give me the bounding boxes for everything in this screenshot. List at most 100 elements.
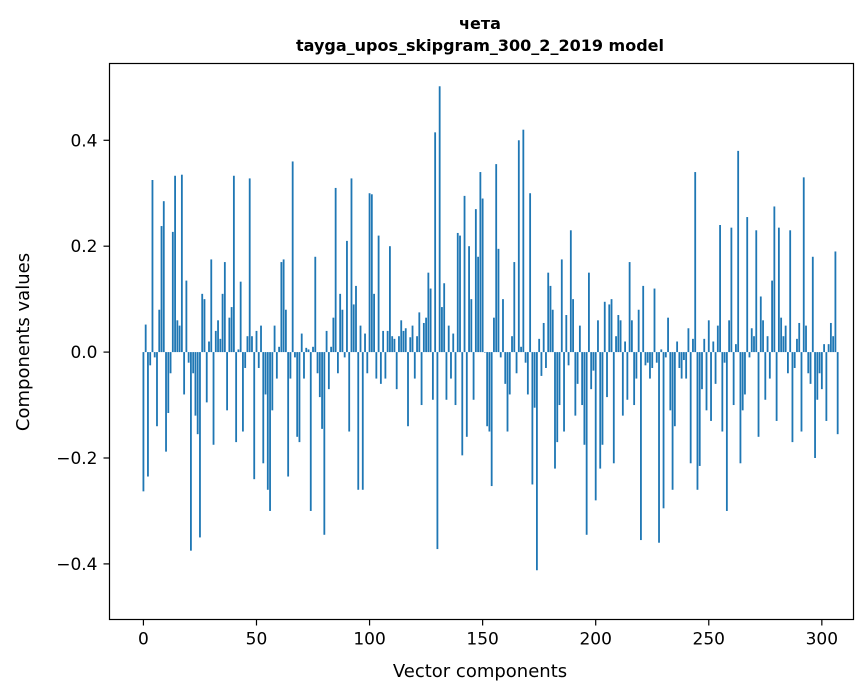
bar-274 <box>762 320 764 353</box>
bar-162 <box>508 352 511 395</box>
bar-236 <box>676 341 679 353</box>
bar-179 <box>547 272 550 353</box>
bar-83 <box>330 346 333 353</box>
bar-87 <box>339 293 342 353</box>
bar-118 <box>409 337 412 353</box>
bar-237 <box>678 352 681 368</box>
bar-290 <box>798 322 801 353</box>
bar-131 <box>438 86 441 353</box>
bar-210 <box>617 315 620 353</box>
bar-245 <box>696 352 699 490</box>
bar-203 <box>601 352 604 445</box>
bar-260 <box>730 227 733 353</box>
bar-284 <box>784 325 787 353</box>
bar-220 <box>640 352 642 541</box>
bar-16 <box>178 325 181 353</box>
bar-79 <box>321 352 323 429</box>
bar-105 <box>379 352 382 384</box>
bar-93 <box>352 304 355 353</box>
bar-101 <box>370 194 373 353</box>
bar-244 <box>694 172 697 353</box>
x-tick-label: 250 <box>693 630 725 650</box>
bar-17 <box>180 174 183 353</box>
bar-193 <box>578 325 581 353</box>
bar-125 <box>425 317 427 353</box>
bar-173 <box>533 352 536 408</box>
bar-104 <box>377 235 380 353</box>
bar-209 <box>615 336 617 353</box>
bar-293 <box>805 325 807 353</box>
bar-225 <box>651 352 654 368</box>
bar-56 <box>269 352 271 511</box>
x-tick-label: 0 <box>138 630 149 650</box>
bar-296 <box>811 256 814 353</box>
bar-44 <box>242 352 244 432</box>
bar-97 <box>361 352 364 490</box>
bar-292 <box>802 177 805 353</box>
bar-300 <box>820 352 823 390</box>
bar-82 <box>327 352 330 390</box>
bar-215 <box>628 262 631 353</box>
bar-94 <box>355 285 357 353</box>
bar-187 <box>565 315 568 353</box>
bar-186 <box>563 352 565 432</box>
bar-100 <box>368 193 371 353</box>
bar-61 <box>280 262 283 353</box>
bar-128 <box>431 352 434 400</box>
bar-92 <box>350 178 353 353</box>
bar-288 <box>793 352 796 368</box>
bar-204 <box>603 301 606 353</box>
bar-175 <box>538 338 541 353</box>
y-tick-label: 0.0 <box>70 343 97 363</box>
bar-70 <box>300 333 303 353</box>
bar-41 <box>235 352 238 443</box>
bar-176 <box>540 352 543 376</box>
bar-197 <box>588 272 590 353</box>
bar-269 <box>750 328 753 353</box>
bar-74 <box>309 352 312 511</box>
bar-281 <box>777 227 780 353</box>
bar-60 <box>278 346 281 353</box>
bar-9 <box>162 201 165 353</box>
bar-213 <box>624 341 626 353</box>
bar-185 <box>560 259 563 353</box>
bar-230 <box>662 352 665 509</box>
bar-174 <box>536 352 538 571</box>
bar-20 <box>187 352 190 363</box>
y-axis-ticks: −0.4 −0.2 0.0 0.2 0.4 <box>56 131 110 575</box>
bar-268 <box>748 352 751 358</box>
bar-302 <box>825 352 828 421</box>
bar-30 <box>210 259 213 353</box>
bar-45 <box>244 352 247 368</box>
bar-127 <box>429 288 432 353</box>
bar-276 <box>766 336 769 353</box>
bar-49 <box>253 352 256 480</box>
bar-254 <box>716 325 719 353</box>
bar-251 <box>710 352 712 421</box>
bar-297 <box>814 352 816 458</box>
bar-267 <box>746 217 749 353</box>
bar-54 <box>264 352 267 395</box>
bar-275 <box>764 352 767 400</box>
bar-31 <box>212 352 215 445</box>
bar-264 <box>739 352 742 464</box>
bar-152 <box>486 352 489 427</box>
bar-133 <box>443 283 446 353</box>
bar-231 <box>664 352 667 358</box>
bar-240 <box>685 352 688 379</box>
bar-151 <box>483 352 486 353</box>
bar-242 <box>689 352 692 464</box>
bar-277 <box>768 352 771 379</box>
bar-48 <box>251 336 253 353</box>
bar-205 <box>606 352 608 398</box>
x-axis-label: Vector components <box>393 661 567 682</box>
bar-256 <box>721 352 724 432</box>
bar-2 <box>147 352 149 477</box>
bar-158 <box>499 352 502 358</box>
bar-66 <box>291 161 294 353</box>
bar-47 <box>248 178 251 353</box>
bar-1 <box>144 324 147 353</box>
bar-76 <box>314 256 317 353</box>
